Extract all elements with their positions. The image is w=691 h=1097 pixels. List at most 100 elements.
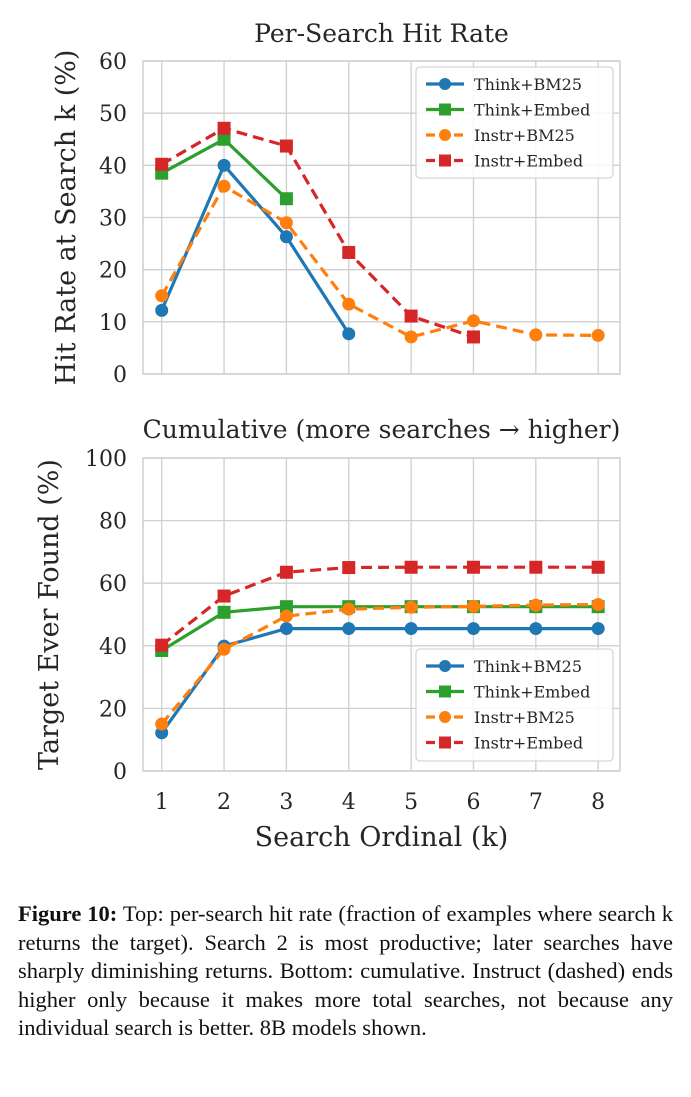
y-tick-label: 100	[85, 447, 127, 472]
legend-label: Instr+BM25	[474, 126, 575, 145]
data-point	[466, 599, 480, 613]
chart-title: Per-Search Hit Rate	[254, 19, 509, 48]
x-tick-label: 7	[529, 790, 543, 815]
data-point	[591, 560, 605, 574]
legend-marker	[439, 711, 451, 723]
y-tick-label: 20	[99, 697, 127, 722]
series-instr-bm25	[155, 179, 605, 344]
data-point	[529, 328, 543, 342]
legend-label: Think+BM25	[474, 75, 582, 94]
data-point	[529, 622, 543, 636]
legend-marker	[439, 154, 451, 167]
legend-label: Instr+Embed	[474, 152, 583, 171]
data-point	[217, 605, 231, 619]
series-think-embed	[155, 132, 293, 206]
legend-label: Instr+BM25	[474, 708, 575, 727]
y-tick-label: 60	[99, 572, 127, 597]
x-tick-label: 1	[155, 790, 169, 815]
legend-label: Think+Embed	[474, 683, 590, 702]
y-tick-label: 60	[99, 50, 127, 75]
y-tick-label: 40	[99, 635, 127, 660]
y-axis-label: Target Ever Found (%)	[34, 459, 65, 770]
legend-marker	[439, 103, 451, 116]
data-point	[217, 158, 231, 172]
chart-title: Cumulative (more searches → higher)	[143, 415, 621, 444]
data-point	[217, 589, 231, 603]
data-point	[342, 602, 356, 616]
data-point	[466, 560, 480, 574]
legend-label: Think+BM25	[474, 657, 582, 676]
y-tick-label: 0	[113, 760, 127, 785]
plot-frame	[142, 457, 621, 772]
series-think-bm25	[155, 158, 356, 341]
legend-label: Instr+Embed	[474, 734, 583, 753]
y-tick-label: 0	[113, 363, 127, 388]
data-point	[279, 216, 293, 230]
legend-marker	[439, 685, 451, 698]
x-axis-label: Search Ordinal (k)	[255, 822, 509, 853]
hit-rate-chart: 0 10 20 30 40 50 60 Per-Search Hit Rate Hit Rate…	[51, 19, 621, 388]
x-tick-label: 2	[217, 790, 231, 815]
data-point	[591, 328, 605, 342]
legend-label: Think+Embed	[474, 101, 590, 120]
legend-marker	[439, 129, 451, 141]
data-point	[155, 638, 169, 652]
y-tick-label: 20	[99, 259, 127, 284]
x-tick-label: 5	[404, 790, 418, 815]
data-point	[155, 717, 169, 731]
series-line	[160, 163, 351, 335]
data-point	[342, 297, 356, 311]
x-tick-label: 4	[342, 790, 356, 815]
data-point	[342, 245, 356, 259]
plot-frame	[142, 60, 621, 375]
data-point	[279, 600, 293, 614]
x-tick-label: 8	[591, 790, 605, 815]
data-point	[217, 132, 231, 146]
data-point	[279, 230, 293, 244]
data-point	[342, 327, 356, 341]
data-point	[529, 598, 543, 612]
data-point	[404, 622, 418, 636]
data-point	[404, 560, 418, 574]
legend-frame	[415, 648, 614, 762]
data-point	[155, 157, 169, 171]
data-point	[217, 642, 231, 656]
y-tick-label: 50	[99, 102, 127, 127]
data-point	[404, 309, 418, 323]
data-point	[155, 303, 169, 317]
legend: Think+BM25 Think+Embed Instr+BM25 Instr+Emb…	[415, 648, 614, 762]
data-point	[342, 622, 356, 636]
data-point	[404, 600, 418, 614]
data-point	[279, 192, 293, 206]
series-line	[160, 565, 599, 647]
legend-marker	[439, 736, 451, 749]
series-instr-bm25	[155, 597, 605, 731]
legend-marker	[439, 660, 451, 672]
series-instr-embed	[155, 121, 480, 344]
data-point	[279, 139, 293, 153]
y-tick-label: 10	[99, 311, 127, 336]
legend: Think+BM25 Think+Embed Instr+BM25 Instr+Emb…	[415, 66, 614, 179]
legend-marker	[439, 78, 451, 90]
data-point	[466, 622, 480, 636]
series-line	[160, 602, 599, 726]
data-point	[342, 561, 356, 575]
data-point	[217, 179, 231, 193]
legend-frame	[415, 66, 614, 179]
data-point	[155, 289, 169, 303]
x-tick-label: 6	[466, 790, 480, 815]
y-tick-label: 80	[99, 510, 127, 535]
data-point	[279, 622, 293, 636]
series-line	[160, 126, 475, 339]
figure-caption: Figure 10: Top: per-search hit rate (fra…	[18, 900, 673, 1043]
series-instr-embed	[155, 560, 605, 652]
caption-label: Figure 10:	[18, 901, 118, 926]
y-tick-label: 30	[99, 207, 127, 232]
data-point	[466, 314, 480, 328]
data-point	[591, 597, 605, 611]
y-axis-label: Hit Rate at Search k (%)	[51, 50, 82, 386]
data-point	[279, 565, 293, 579]
x-tick-label: 3	[279, 790, 293, 815]
data-point	[404, 330, 418, 344]
